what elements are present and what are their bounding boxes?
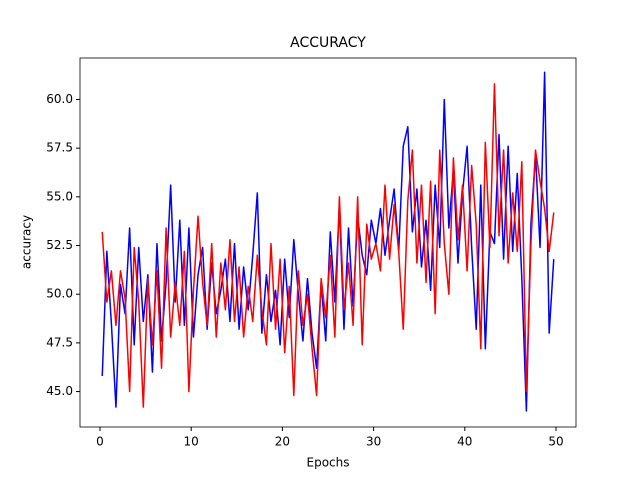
- x-tick-label: 30: [366, 435, 381, 449]
- plot-frame: [79, 57, 577, 428]
- x-tick-label: 10: [184, 435, 199, 449]
- data-line: [101, 83, 555, 408]
- x-tick-label: 50: [548, 435, 563, 449]
- y-tick-label: 45.0: [46, 384, 73, 398]
- y-tick-label: 47.5: [46, 335, 73, 349]
- y-axis-label: accuracy: [20, 215, 34, 269]
- y-tick-label: 50.0: [46, 287, 73, 301]
- y-tick-label: 60.0: [46, 92, 73, 106]
- y-tick-label: 55.0: [46, 189, 73, 203]
- x-tick-label: 0: [96, 435, 104, 449]
- chart-title: ACCURACY: [290, 35, 366, 51]
- y-tick-label: 57.5: [46, 141, 73, 155]
- y-tick-label: 52.5: [46, 238, 73, 252]
- x-tick-label: 20: [275, 435, 290, 449]
- x-axis-label: Epochs: [307, 456, 350, 470]
- x-tick-label: 40: [457, 435, 472, 449]
